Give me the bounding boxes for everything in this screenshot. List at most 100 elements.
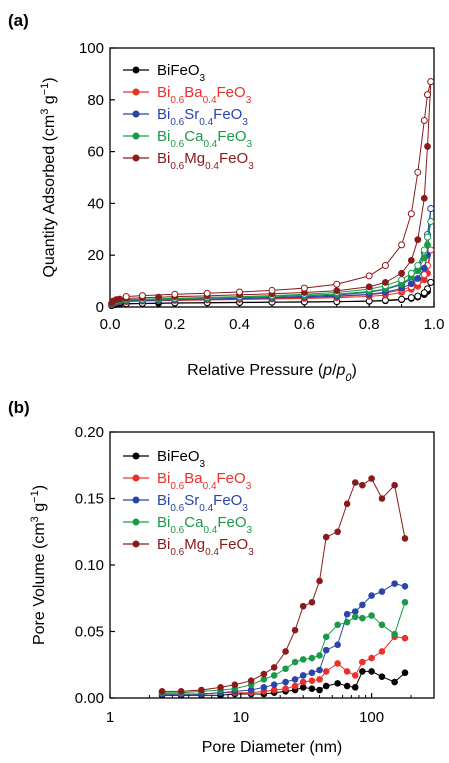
panel-a-series-4-adsorption-point	[425, 143, 431, 149]
panel-a-legend-label: Bi0.6Ca0.4FeO3	[157, 128, 253, 150]
panel-a-series-4-adsorption-point	[382, 279, 388, 285]
panel-b-legend-label-sub: 0.4	[203, 525, 217, 536]
panel-a-legend-label-part: FeO	[219, 150, 248, 167]
panel-b-legend-label: Bi0.6Mg0.4FeO3	[157, 536, 254, 558]
panel-b-series-4-point	[335, 529, 341, 535]
panel-a-legend-label-sub: 0.6	[170, 161, 184, 172]
panel-a-legend-marker	[133, 67, 140, 74]
panel-b-legend-label-part: Bi	[157, 514, 170, 531]
panel-b-series-0-point	[379, 674, 385, 680]
panel-b-series-4-point	[232, 682, 238, 688]
panel-b-series-2-point	[402, 583, 408, 589]
panel-b-series-4-point	[248, 678, 254, 684]
panel-a-y-axis-label: Quantity Adsorbed (cm3 g−1)	[39, 77, 58, 277]
panel-a-legend-label-part: FeO	[217, 84, 246, 101]
panel-b-x-tick-label: 10	[232, 709, 249, 726]
panel-a-legend-label: Bi0.6Ba0.4FeO3	[157, 84, 252, 106]
panel-b-legend-marker	[133, 497, 140, 504]
panel-a-series-2-desorption-point	[428, 206, 434, 212]
panel-a-x-tick-label: 0.4	[229, 316, 250, 333]
panel-a-series-0-desorption-point	[408, 295, 414, 301]
panel-b-series-2-point	[309, 670, 315, 676]
panel-b-series-3-point	[292, 659, 298, 665]
panel-b-series-4-point	[292, 627, 298, 633]
panel-a-series-4-desorption-point	[237, 289, 243, 295]
panel-a-series-4-desorption-point	[269, 287, 275, 293]
panel-b-series-1-point	[379, 648, 385, 654]
panel-b-series-3-point	[300, 656, 306, 662]
panel-a-legend-label-sub: 3	[246, 95, 252, 106]
panel-b-legend-label-part: Ba	[184, 470, 203, 487]
panel-b-series-4-point	[359, 482, 365, 488]
panel-a-legend-entry-1: Bi0.6Ba0.4FeO3	[123, 84, 252, 106]
panel-b-y-tick-label: 0.20	[75, 424, 104, 441]
panel-a-series-4-desorption-point	[425, 92, 431, 98]
panel-b-series-3-point	[271, 672, 277, 678]
panel-b-legend-label-part: Bi	[157, 536, 170, 553]
panel-a-legend-label-part: Ca	[184, 128, 204, 145]
panel-b-series-0-point	[352, 684, 358, 690]
panel-a-legend-label-sub: 3	[242, 117, 248, 128]
panel-b-series-1-point	[292, 683, 298, 689]
panel-b-series-1-point	[323, 668, 329, 674]
panel-b-legend-label-sub: 3	[246, 481, 252, 492]
panel-a-legend-label-part: Ba	[184, 84, 203, 101]
panel-a-series-0-desorption-point	[399, 296, 405, 302]
panel-a-series-3-desorption-point	[425, 234, 431, 240]
panel-a-legend-label-sub: 0.4	[199, 117, 213, 128]
panel-b-series-4-point	[379, 496, 385, 502]
panel-b-series-2-point	[300, 672, 306, 678]
panel-b-series-0-point	[344, 683, 350, 689]
panel-b-series-2	[159, 581, 408, 697]
panel-b-legend-label-sub: 3	[247, 525, 253, 536]
panel-b-legend-label-part: Ca	[184, 514, 204, 531]
panel-b-series-3-point	[359, 615, 365, 621]
panel-a-legend-marker	[133, 111, 140, 118]
panel-b-y-axis-label-part: g	[31, 503, 48, 516]
panel-b-legend-label-sub: 0.6	[170, 525, 184, 536]
panel-b-series-4-point	[261, 671, 267, 677]
panel-b-series-4-point	[317, 578, 323, 584]
panel-a-chart: (a) 0.0 0.2 0.4 0.6 0.8 1.0 0 20 40 60 80 100 Relativ…	[8, 11, 444, 384]
panel-b-series-2-point	[359, 602, 365, 608]
panel-b-series-1-point	[283, 686, 289, 692]
panel-a-x-axis-label-part: )	[352, 362, 357, 379]
panel-b-series-1-point	[359, 659, 365, 665]
panel-b-legend-marker	[133, 541, 140, 548]
panel-b-y-tick-label: 0.00	[75, 690, 104, 707]
panel-b-series-0-point	[335, 680, 341, 686]
panel-b-series-1-point	[300, 679, 306, 685]
panel-a-y-axis-label-part: )	[41, 77, 58, 82]
panel-b-series-2-point	[379, 589, 385, 595]
panel-b-series-2-point	[392, 581, 398, 587]
panel-a-legend-label: BiFeO3	[157, 62, 206, 84]
panel-a-x-axis-label: Relative Pressure (p/p0)	[187, 362, 357, 384]
panel-b-legend-label-part: FeO	[213, 492, 242, 509]
panel-a-x-axis-label-part: Relative Pressure (	[187, 362, 324, 379]
panel-a-x-axis-label-var: p	[322, 362, 332, 379]
panel-a-x-tick-label: 0.6	[294, 316, 315, 333]
panel-a-series-3-adsorption-point	[421, 255, 427, 261]
panel-b-series-4-point	[218, 684, 224, 690]
panel-b-legend-label-sub: 3	[248, 547, 254, 558]
panel-a-y-tick-label: 100	[79, 40, 104, 57]
panel-a-series-4-desorption-point	[415, 169, 421, 175]
panel-a-legend-label-sub: 3	[247, 139, 253, 150]
panel-b-series-3-point	[344, 619, 350, 625]
panel-a-series-1-desorption-point	[421, 272, 427, 278]
panel-a-series-4-desorption-point	[428, 79, 434, 85]
panel-a-y-tick-label: 0	[96, 299, 104, 316]
panel-a-series-0-desorption-point	[421, 290, 427, 296]
panel-a-series-4-adsorption-point	[334, 288, 340, 294]
panel-a-y-tick-label: 80	[87, 92, 104, 109]
panel-b-y-tick-label: 0.05	[75, 624, 104, 641]
panel-b-series-4-point	[392, 482, 398, 488]
panel-a-legend-label-part: Mg	[184, 150, 205, 167]
panel-b-legend-label-part: Sr	[184, 492, 199, 509]
panel-b-legend-entry-4: Bi0.6Mg0.4FeO3	[123, 536, 254, 558]
panel-b-series-1-point	[369, 655, 375, 661]
panel-b-series-4-point	[369, 476, 375, 482]
panel-b-series-1	[159, 634, 408, 697]
panel-b-series-3-point	[369, 613, 375, 619]
panel-b-x-axis-label: Pore Diameter (nm)	[202, 739, 342, 756]
